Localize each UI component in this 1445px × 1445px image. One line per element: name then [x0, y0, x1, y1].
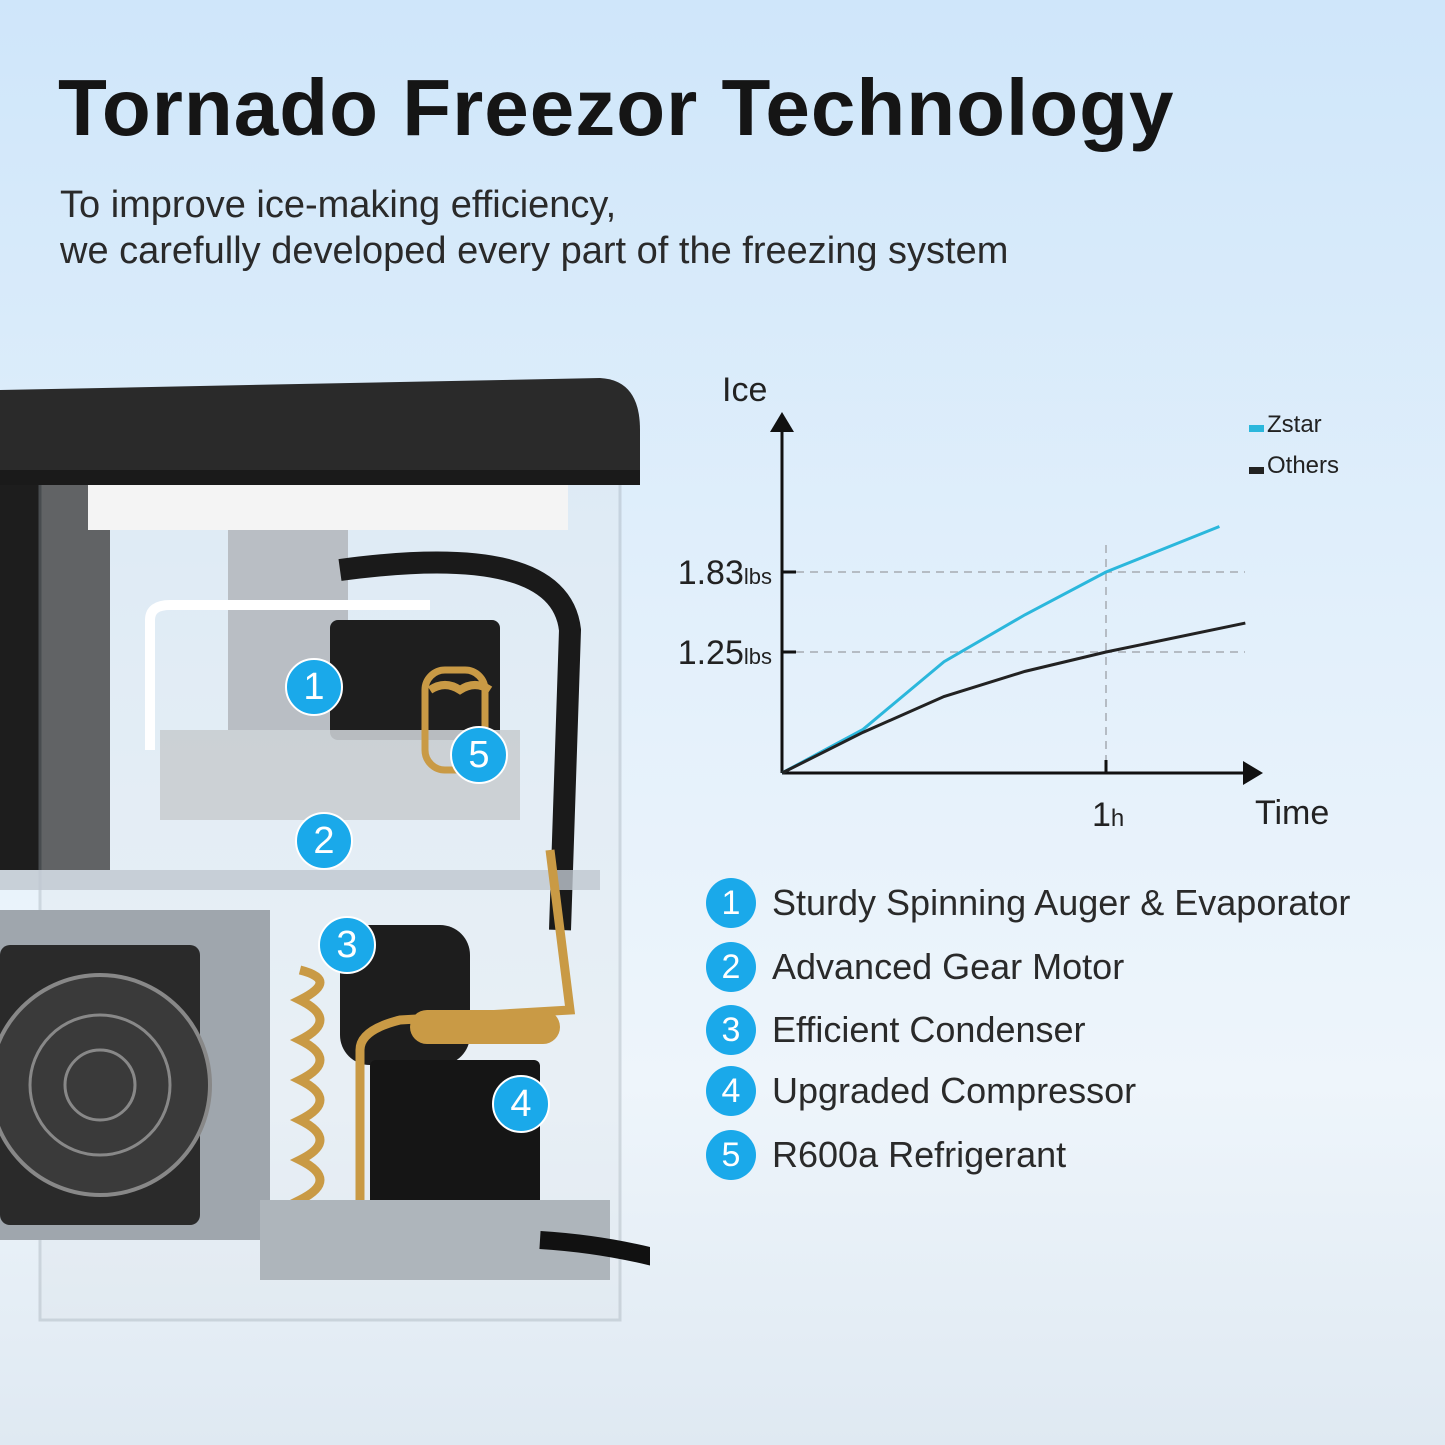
legend-label-others: Others [1267, 452, 1339, 479]
y-tick-label: 1.25lbs [678, 634, 772, 672]
part-badge-1: 1 [285, 658, 343, 716]
part-badge-5: 5 [450, 726, 508, 784]
feature-number: 2 [706, 942, 756, 992]
y-axis-arrow [770, 412, 794, 432]
ice-production-chart: Ice Time 1.83lbs 1.25lbs 1h Zstar Others [678, 371, 1339, 834]
x-axis-arrow [1243, 761, 1263, 785]
page-title: Tornado Freezor Technology [58, 63, 1175, 152]
subtitle: To improve ice-making efficiency, we car… [60, 182, 1008, 274]
feature-item: 3 Efficient Condenser [706, 1005, 1086, 1055]
y-tick-label: 1.83lbs [678, 554, 772, 592]
subtitle-line: To improve ice-making efficiency, [60, 184, 617, 226]
legend-swatch-zstar [1249, 425, 1264, 432]
x-tick-label: 1h [1092, 796, 1124, 834]
feature-label: R600a Refrigerant [772, 1134, 1067, 1175]
y-axis-label: Ice [722, 371, 767, 409]
part-badge-3: 3 [318, 916, 376, 974]
feature-item: 5 R600a Refrigerant [706, 1130, 1066, 1180]
legend-swatch-others [1249, 467, 1264, 474]
feature-number: 1 [706, 878, 756, 928]
feature-number: 5 [706, 1130, 756, 1180]
x-axis-label: Time [1255, 794, 1329, 832]
feature-label: Advanced Gear Motor [772, 946, 1125, 987]
ice-maker-drawing [0, 378, 825, 1338]
feature-item: 1 Sturdy Spinning Auger & Evaporator [706, 878, 1350, 928]
part-badge-2: 2 [295, 812, 353, 870]
series-line-others [781, 621, 1246, 775]
feature-label: Sturdy Spinning Auger & Evaporator [772, 882, 1351, 923]
feature-label: Efficient Condenser [772, 1009, 1086, 1050]
legend-label-zstar: Zstar [1267, 411, 1322, 438]
feature-number: 3 [706, 1005, 756, 1055]
feature-item: 4 Upgraded Compressor [706, 1066, 1136, 1116]
feature-label: Upgraded Compressor [772, 1070, 1137, 1111]
ice-maker-cutaway-illustration: 1 5 2 3 4 [0, 370, 825, 1338]
feature-number: 4 [706, 1066, 756, 1116]
feature-item: 2 Advanced Gear Motor [706, 942, 1124, 992]
series-line-zstar [781, 525, 1220, 775]
subtitle-line: we carefully developed every part of the… [60, 230, 1009, 272]
part-badge-4: 4 [492, 1075, 550, 1133]
